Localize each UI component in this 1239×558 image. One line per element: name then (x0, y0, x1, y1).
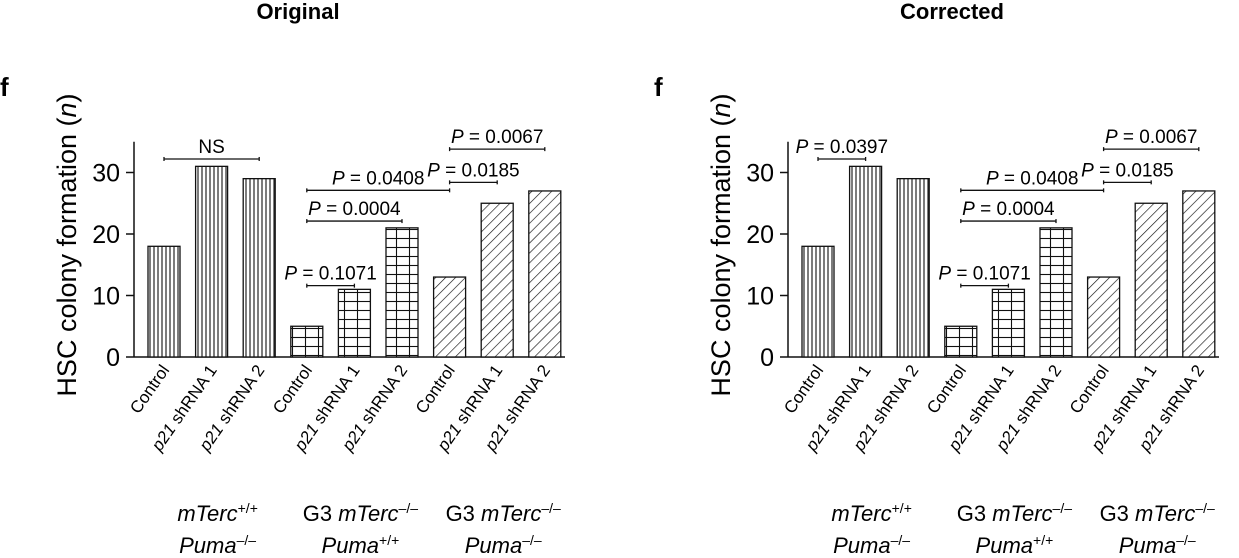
group-label-line1: G3 mTerc–/– (303, 500, 418, 526)
bar (1039, 227, 1073, 358)
chart-original: Original f HSC colony formation (n) 0 10 20 30… (0, 0, 565, 558)
significance-label: P = 0.0185 (1081, 160, 1173, 181)
panel-title: Corrected (900, 0, 1004, 24)
group-label-line1: mTerc+/+ (831, 500, 912, 526)
y-tick-label: 30 (92, 160, 120, 188)
x-tick-label: Control (269, 361, 316, 417)
bar (480, 202, 514, 358)
group-label-line1: G3 mTerc–/– (1100, 500, 1215, 526)
bar (432, 276, 467, 358)
bar (194, 165, 229, 358)
x-tick-label: Control (780, 361, 827, 417)
significance-label: P = 0.0004 (962, 199, 1055, 220)
bar (991, 288, 1026, 358)
significance-label: P = 0.1071 (284, 264, 376, 285)
bar (290, 325, 324, 358)
group-label-line1: G3 mTerc–/– (446, 500, 561, 526)
group-label-line2: Puma–/– (465, 532, 542, 558)
panel-letter: f (654, 72, 663, 102)
bar (1182, 190, 1216, 358)
bar (1086, 276, 1121, 358)
group-label-line2: Puma–/– (179, 532, 256, 558)
chart-corrected: Corrected f HSC colony formation (n) 0 10 20 3… (654, 0, 1219, 558)
significance-label: P = 0.1071 (938, 264, 1030, 285)
significance-label: P = 0.0067 (451, 127, 543, 148)
y-tick-label: 20 (746, 221, 774, 249)
x-tick-label: Control (1066, 361, 1113, 417)
bar (944, 325, 978, 358)
y-tick-label: 0 (760, 344, 774, 372)
bar (848, 165, 883, 358)
significance-label: P = 0.0067 (1105, 127, 1197, 148)
bar (528, 190, 562, 358)
significance-label: P = 0.0185 (427, 160, 519, 181)
bar (896, 177, 930, 358)
group-label-line2: Puma+/+ (322, 532, 400, 558)
y-tick-label: 10 (92, 283, 120, 311)
y-tick-label: 0 (106, 344, 120, 372)
x-tick-label: Control (126, 361, 173, 417)
bar (1134, 202, 1168, 358)
y-tick-label: 30 (746, 160, 774, 188)
bar (337, 288, 372, 358)
group-label-line2: Puma–/– (1119, 532, 1196, 558)
bar (801, 245, 835, 358)
y-tick-label: 20 (92, 221, 120, 249)
significance-label: P = 0.0408 (986, 168, 1078, 189)
group-label-line1: G3 mTerc–/– (957, 500, 1072, 526)
panel-letter: f (0, 72, 9, 102)
x-tick-label: Control (923, 361, 970, 417)
panel-title: Original (256, 0, 339, 24)
significance-label: NS (198, 137, 224, 158)
bar (385, 227, 419, 358)
y-axis-label: HSC colony formation (n) (52, 93, 82, 396)
significance-label: P = 0.0004 (308, 199, 401, 220)
group-label-line2: Puma–/– (833, 532, 910, 558)
y-axis-label: HSC colony formation (n) (706, 93, 736, 396)
y-tick-label: 10 (746, 283, 774, 311)
significance-label: P = 0.0397 (796, 137, 888, 158)
bar (242, 177, 276, 358)
group-label-line2: Puma+/+ (976, 532, 1054, 558)
significance-label: P = 0.0408 (332, 168, 424, 189)
bar (147, 245, 181, 358)
group-label-line1: mTerc+/+ (177, 500, 258, 526)
x-tick-label: Control (412, 361, 459, 417)
